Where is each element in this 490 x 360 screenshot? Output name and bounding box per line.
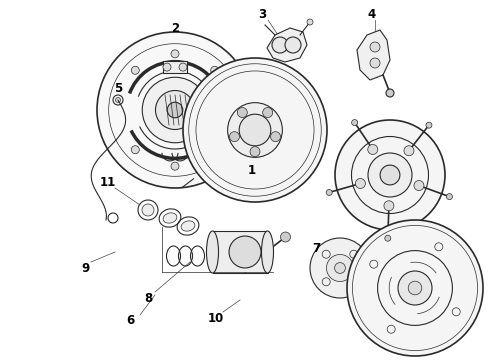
Circle shape [142,77,208,143]
Circle shape [280,232,291,242]
Circle shape [307,19,313,25]
Circle shape [167,102,183,118]
Text: 3: 3 [258,8,266,21]
Circle shape [237,108,247,117]
Circle shape [272,37,288,53]
Circle shape [131,66,139,74]
Circle shape [335,262,345,273]
Circle shape [229,132,240,142]
Ellipse shape [163,213,177,223]
Text: 10: 10 [208,311,224,324]
Circle shape [97,32,253,188]
Text: 4: 4 [368,8,376,21]
Text: 8: 8 [144,292,152,305]
Circle shape [183,58,327,202]
Circle shape [131,146,139,154]
Circle shape [310,238,370,298]
Bar [163,61,187,73]
Circle shape [352,120,358,126]
Circle shape [179,63,187,71]
Text: 2: 2 [171,22,179,35]
Circle shape [384,201,394,211]
Circle shape [408,281,422,295]
Circle shape [263,108,273,117]
Circle shape [368,153,412,197]
Text: 11: 11 [100,176,116,189]
Circle shape [155,90,195,130]
Circle shape [414,180,424,190]
Circle shape [385,235,391,241]
Ellipse shape [262,231,273,273]
Circle shape [370,58,380,68]
Polygon shape [357,30,390,80]
Circle shape [270,132,281,142]
Circle shape [163,63,171,71]
Circle shape [398,271,432,305]
Circle shape [380,165,400,185]
Circle shape [239,114,271,146]
Circle shape [211,66,219,74]
Circle shape [171,162,179,170]
Text: 5: 5 [114,81,122,95]
Text: 1: 1 [248,163,256,176]
Circle shape [386,89,394,97]
Circle shape [116,98,121,103]
Ellipse shape [181,221,195,231]
Text: 7: 7 [312,242,320,255]
Bar [213,231,268,273]
Circle shape [228,103,282,157]
Circle shape [426,122,432,128]
Circle shape [229,236,261,268]
Circle shape [335,120,445,230]
Circle shape [171,50,179,58]
Text: 6: 6 [126,314,134,327]
Circle shape [326,255,353,282]
Polygon shape [267,28,307,62]
Circle shape [355,179,366,189]
Circle shape [142,204,154,216]
Circle shape [326,189,332,195]
Text: 9: 9 [81,261,89,274]
Ellipse shape [206,231,219,273]
Circle shape [368,144,378,154]
Circle shape [370,42,380,52]
Circle shape [211,146,219,154]
Circle shape [347,220,483,356]
Circle shape [285,37,301,53]
Circle shape [404,146,414,156]
Circle shape [446,194,452,200]
Circle shape [250,147,260,157]
